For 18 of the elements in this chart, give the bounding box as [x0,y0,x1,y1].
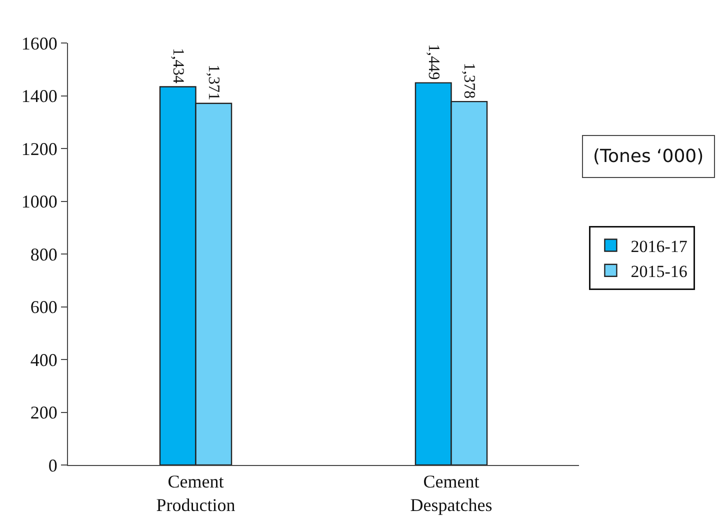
x-tick-label: Cement Despatches [410,472,492,515]
data-label: 1,449 [424,44,442,80]
x-tick-label: Cement Production [156,472,236,515]
text: (Tones ‘000) [593,146,704,167]
y-tick-label: 0 [48,455,58,476]
y-tick-label: 1000 [21,192,58,212]
y-tick-label: 1400 [21,86,58,106]
data-label: 1,378 [460,62,478,99]
y-tick-label: 400 [30,350,58,370]
y-tick-label: 200 [30,402,58,423]
data-label: 1,434 [169,48,186,84]
y-tick-label: 1200 [21,138,58,159]
legend-label: 2016-17 [630,236,688,256]
y-tick-label: 600 [30,297,58,318]
y-tick-label: 1600 [21,33,58,54]
y-tick-label: 800 [30,244,58,264]
legend-label: 2015-16 [630,262,688,281]
data-label: 1,371 [205,64,222,100]
